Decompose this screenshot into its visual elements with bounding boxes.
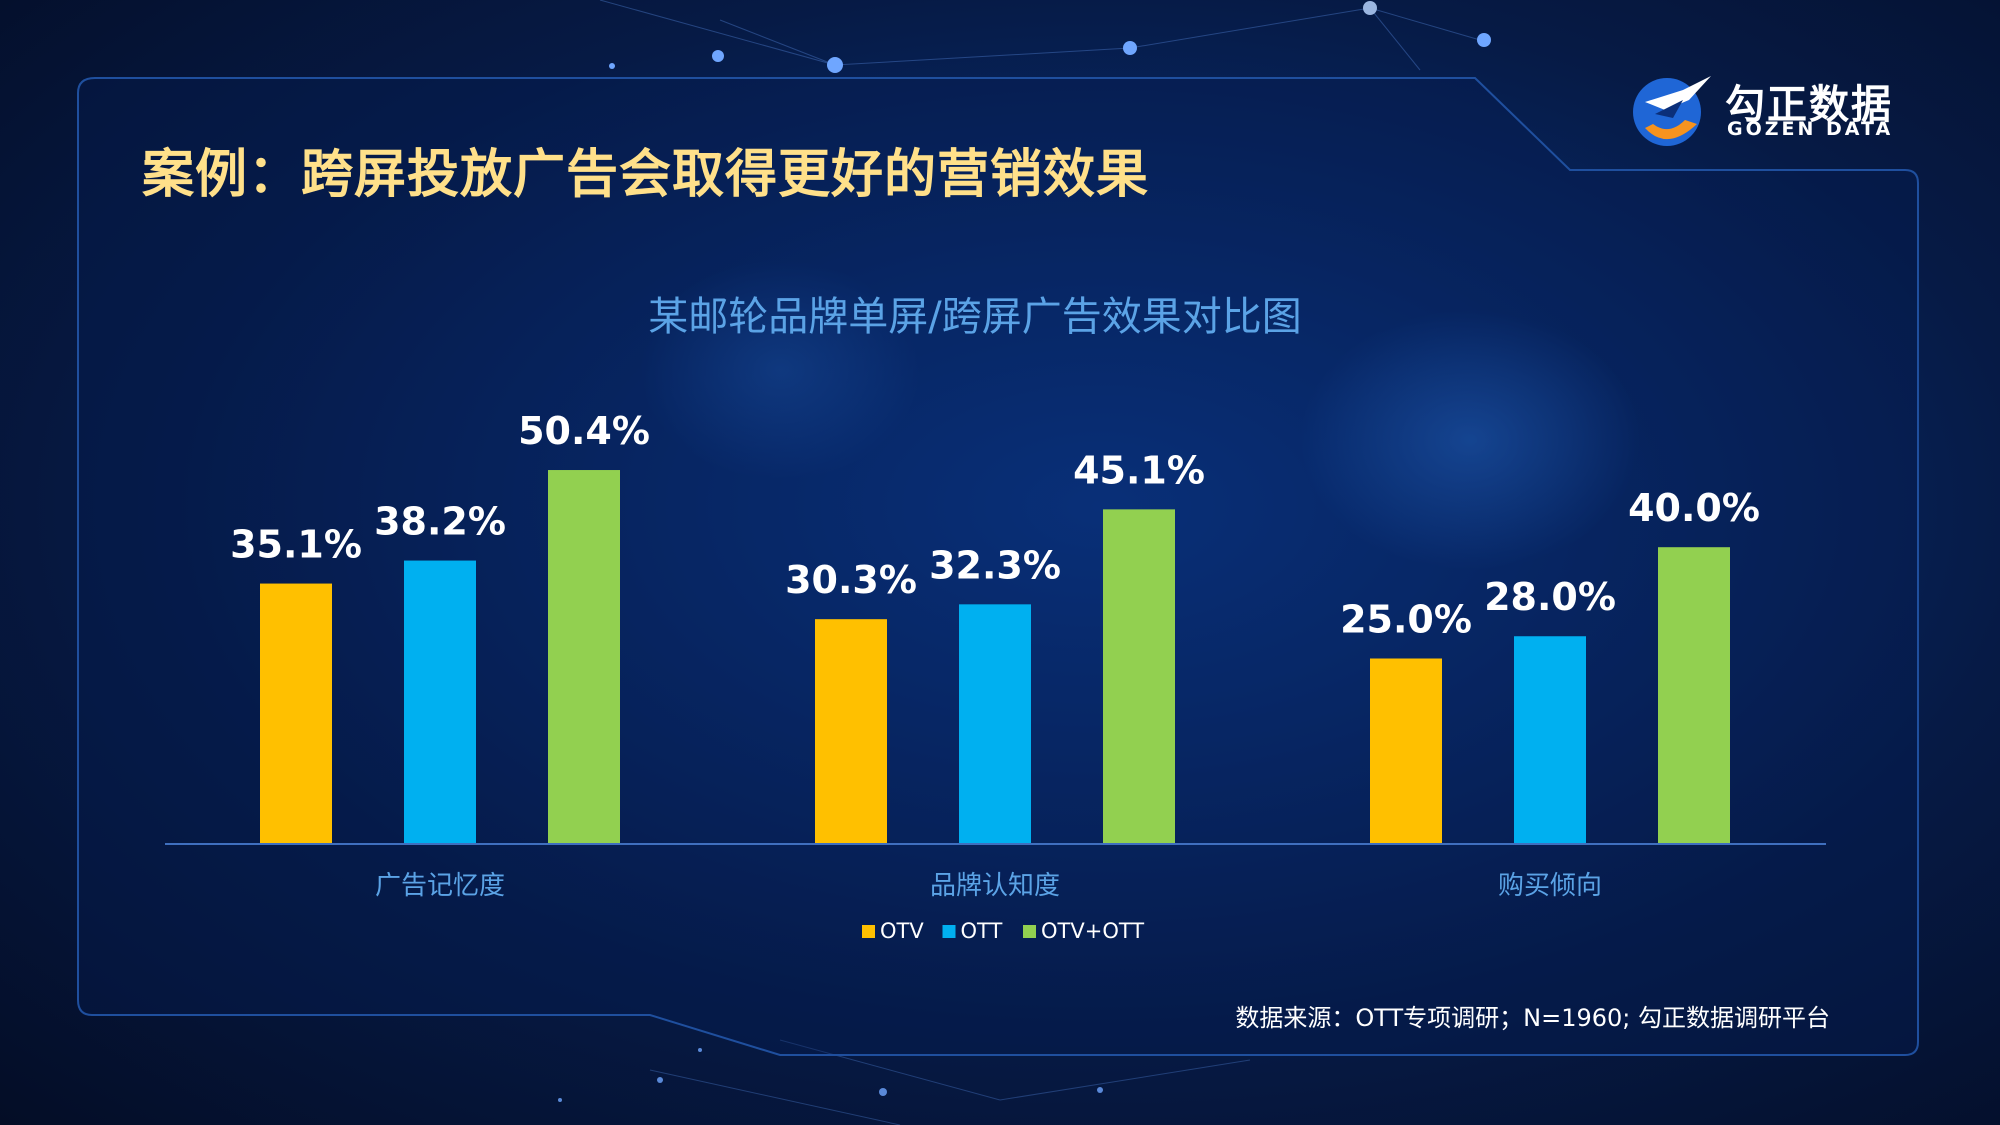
data-label: 50.4%: [518, 409, 650, 453]
legend-label: OTT: [961, 919, 1003, 943]
bar-ott-1: [404, 560, 476, 844]
slide-title: 案例：跨屏投放广告会取得更好的营销效果: [142, 145, 1150, 205]
data-label: 45.1%: [1073, 448, 1205, 492]
data-label: 38.2%: [374, 500, 506, 544]
data-source-note: 数据来源：OTT专项调研；N=1960; 勾正数据调研平台: [1235, 1004, 1830, 1032]
data-label: 35.1%: [230, 523, 362, 567]
legend-swatch: [1023, 925, 1036, 938]
bar-otv-1: [260, 583, 332, 844]
bar-otv-ott-3: [1658, 547, 1730, 844]
legend-label: OTV: [880, 919, 924, 943]
category-label: 品牌认知度: [930, 871, 1060, 901]
chart-title: 某邮轮品牌单屏/跨屏广告效果对比图: [648, 294, 1301, 340]
bar-ott-2: [959, 604, 1031, 844]
bar-otv-3: [1370, 658, 1442, 844]
data-label: 32.3%: [929, 543, 1061, 587]
gozen-logo-icon: [1633, 76, 1711, 146]
gozen-logo: 勾正数据 GOZEN DATA: [1625, 70, 1925, 150]
legend-swatch: [942, 925, 956, 938]
data-label: 40.0%: [1628, 486, 1760, 530]
legend-swatch: [862, 925, 875, 938]
category-label: 广告记忆度: [375, 871, 505, 901]
legend-label: OTV+OTT: [1041, 919, 1144, 943]
category-label: 购买倾向: [1498, 871, 1602, 901]
logo-text-cn: 勾正数据: [1725, 82, 1893, 128]
bar-ott-3: [1514, 636, 1586, 844]
data-label: 28.0%: [1484, 575, 1616, 619]
data-label: 25.0%: [1340, 598, 1472, 642]
logo-text-en: GOZEN DATA: [1727, 118, 1894, 140]
data-label: 30.3%: [785, 558, 917, 602]
bar-otv-2: [815, 619, 887, 844]
bar-otv-ott-1: [548, 470, 620, 844]
bar-otv-ott-2: [1103, 509, 1175, 844]
